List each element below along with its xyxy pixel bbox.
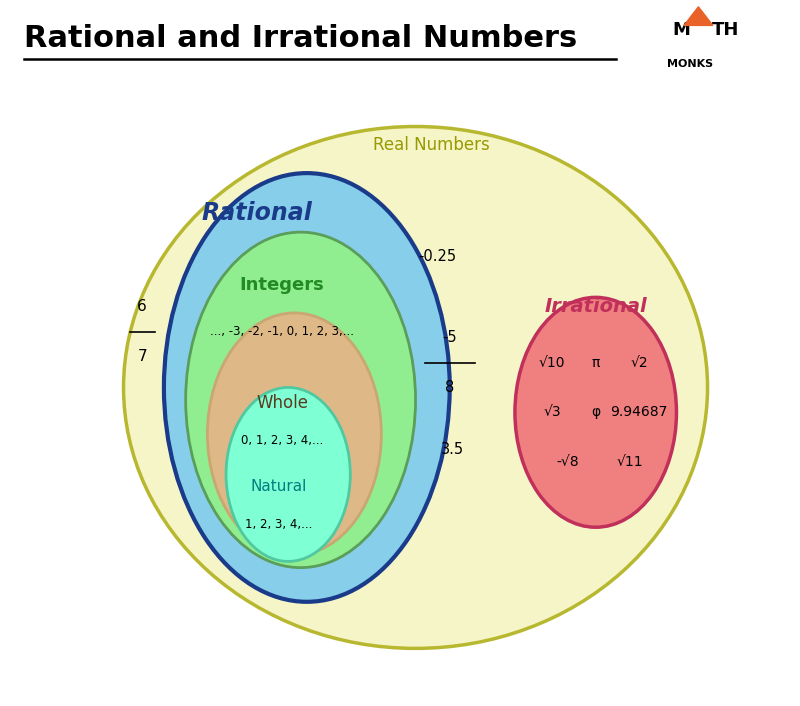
Ellipse shape	[164, 173, 450, 602]
Ellipse shape	[123, 126, 707, 648]
Text: Rational: Rational	[202, 201, 313, 225]
Text: 8: 8	[445, 380, 454, 395]
Text: 3.5: 3.5	[442, 442, 464, 457]
Text: Real Numbers: Real Numbers	[373, 136, 490, 154]
Text: ..., -3, -2, -1, 0, 1, 2, 3,...: ..., -3, -2, -1, 0, 1, 2, 3,...	[210, 325, 354, 338]
Text: 7: 7	[138, 349, 147, 364]
Text: Integers: Integers	[239, 276, 324, 294]
Text: 9.94687: 9.94687	[610, 405, 668, 419]
Text: -√8: -√8	[557, 455, 579, 469]
Text: φ: φ	[591, 405, 600, 419]
Text: Rational and Irrational Numbers: Rational and Irrational Numbers	[24, 24, 578, 53]
Text: 1, 2, 3, 4,...: 1, 2, 3, 4,...	[245, 517, 313, 531]
Text: 6: 6	[138, 299, 147, 314]
Text: √11: √11	[617, 455, 643, 469]
Text: π: π	[591, 356, 600, 370]
Ellipse shape	[226, 388, 350, 561]
Ellipse shape	[186, 232, 415, 568]
Ellipse shape	[515, 297, 677, 527]
Text: √10: √10	[539, 356, 566, 370]
Text: Whole: Whole	[256, 394, 308, 412]
Text: TH: TH	[712, 21, 739, 39]
Text: √3: √3	[543, 405, 561, 419]
Text: 0, 1, 2, 3, 4,...: 0, 1, 2, 3, 4,...	[241, 433, 323, 447]
Polygon shape	[684, 7, 713, 25]
Text: M: M	[672, 21, 690, 39]
Text: Natural: Natural	[250, 479, 307, 494]
Text: Irrational: Irrational	[544, 297, 647, 316]
Text: -5: -5	[442, 330, 457, 345]
Text: -0.25: -0.25	[418, 249, 456, 265]
Ellipse shape	[207, 313, 382, 555]
Text: √2: √2	[630, 356, 648, 370]
Text: MONKS: MONKS	[666, 59, 713, 69]
